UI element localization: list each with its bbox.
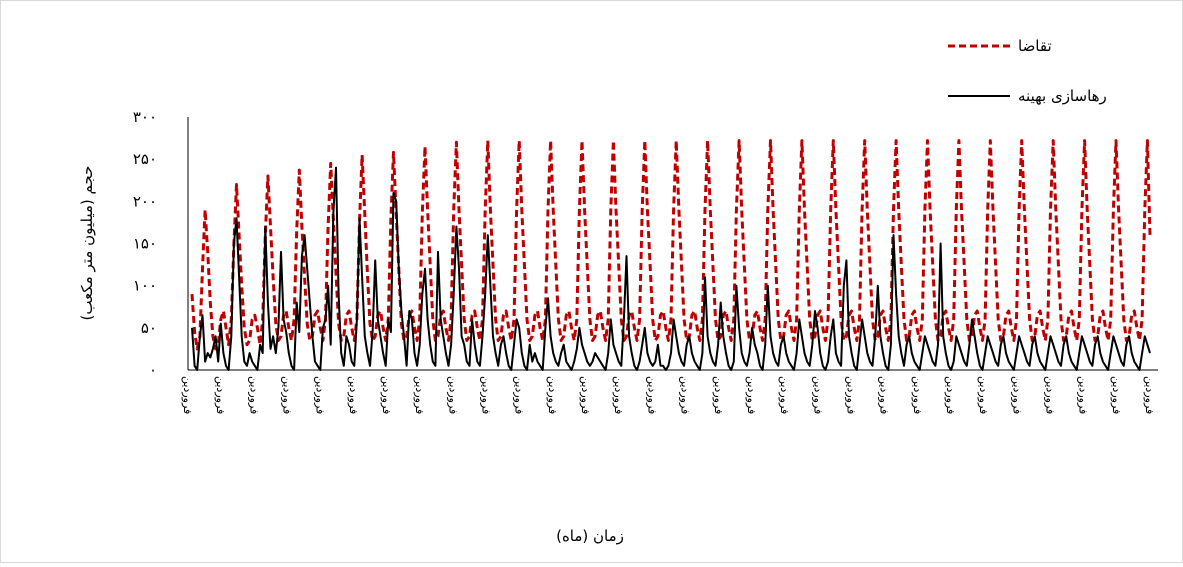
x-tick-label: فروردین [546, 376, 559, 414]
x-tick-label: فروردین [1110, 376, 1123, 414]
y-tick-label: ۱۵۰ [133, 235, 157, 253]
x-tick-label: فروردین [878, 376, 891, 414]
x-tick-label: فروردین [1044, 376, 1057, 414]
x-tick-label: فروردین [480, 376, 493, 414]
x-tick-label: فروردین [944, 376, 957, 414]
x-tick-label: فروردین [513, 376, 526, 414]
x-tick-label: فروردین [645, 376, 658, 414]
x-tick-label: فروردین [844, 376, 857, 414]
x-tick-label: فروردین [911, 376, 924, 414]
y-tick-label: ۰ [149, 361, 157, 379]
x-axis-tick-labels: فروردین فروردین فروردین فروردین فروردین فرورد… [181, 376, 1156, 414]
x-tick-label: فروردین [1077, 376, 1090, 414]
legend: تقاضا رهاسازی بهینه [948, 37, 1107, 105]
x-tick-label: فروردین [181, 376, 194, 414]
y-tick-label: ۳۰۰ [133, 108, 157, 126]
x-tick-label: فروردین [612, 376, 625, 414]
legend-label-demand: تقاضا [1018, 37, 1052, 55]
series-lines [190, 139, 1152, 371]
x-tick-label: فروردین [712, 376, 725, 414]
y-tick-label: ۲۵۰ [133, 150, 157, 168]
x-tick-label: فروردین [977, 376, 990, 414]
x-tick-label: فروردین [413, 376, 426, 414]
series-line-demand [190, 139, 1152, 351]
x-tick-label: فروردین [579, 376, 592, 414]
x-tick-label: فروردین [1143, 376, 1156, 414]
x-tick-label: فروردین [314, 376, 327, 414]
x-tick-label: فروردین [281, 376, 294, 414]
x-tick-label: فروردین [247, 376, 260, 414]
y-tick-label: ۱۰۰ [133, 277, 157, 295]
x-tick-label: فروردین [1010, 376, 1023, 414]
y-axis-label: حجم (میلیون متر مکعب) [78, 166, 96, 321]
x-tick-label: فروردین [214, 376, 227, 414]
legend-label-release: رهاسازی بهینه [1018, 87, 1107, 105]
x-tick-label: فروردین [347, 376, 360, 414]
y-axis-tick-labels: ۰ ۵۰ ۱۰۰ ۱۵۰ ۲۰۰ ۲۵۰ ۳۰۰ [133, 108, 157, 379]
x-tick-label: فروردین [778, 376, 791, 414]
x-axis-label: زمان (ماه) [556, 527, 624, 545]
x-tick-label: فروردین [446, 376, 459, 414]
y-tick-label: ۲۰۰ [133, 192, 157, 210]
x-tick-label: فروردین [745, 376, 758, 414]
x-tick-label: فروردین [811, 376, 824, 414]
y-tick-label: ۵۰ [141, 319, 157, 337]
x-tick-label: فروردین [679, 376, 692, 414]
x-tick-label: فروردین [380, 376, 393, 414]
series-line-release [191, 166, 1151, 371]
